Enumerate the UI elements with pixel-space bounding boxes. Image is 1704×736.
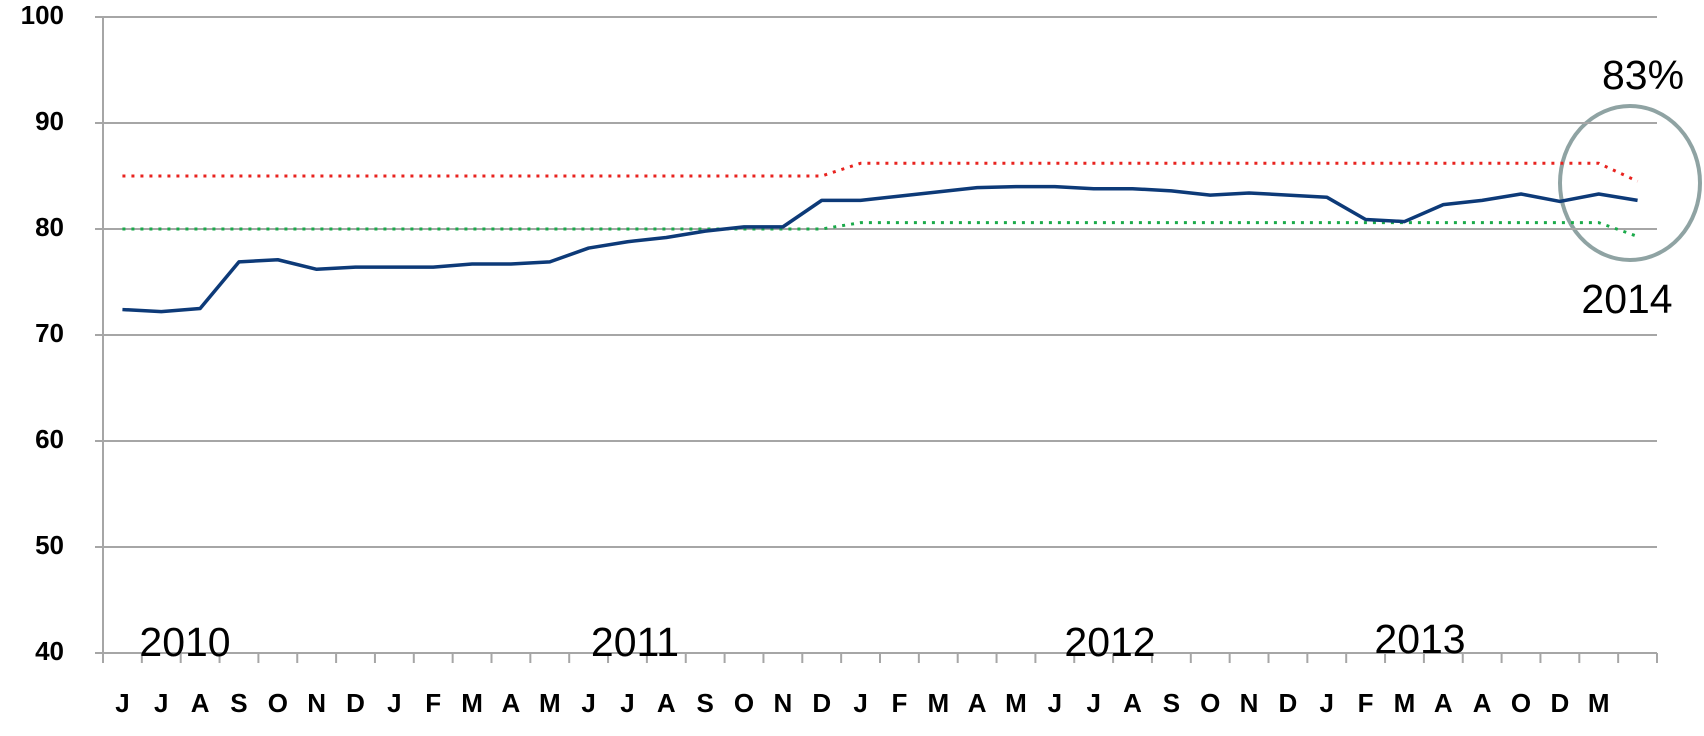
series-line	[122, 161, 1639, 183]
x-tick-label: O	[734, 688, 754, 718]
x-tick-label: N	[307, 688, 326, 718]
x-tick-label: D	[812, 688, 831, 718]
x-tick-label: N	[773, 688, 792, 718]
x-tick-label: A	[1434, 688, 1453, 718]
x-tick-label: A	[502, 688, 521, 718]
x-tick-label: A	[191, 688, 210, 718]
x-tick-label: M	[1394, 688, 1416, 718]
x-tick-label: D	[1279, 688, 1298, 718]
x-tick-label: O	[268, 688, 288, 718]
annotation: 2010	[139, 619, 230, 665]
x-tick-label: M	[927, 688, 949, 718]
y-tick-label: 60	[35, 424, 64, 454]
x-tick-label: F	[1358, 688, 1374, 718]
annotation: 83%	[1602, 52, 1684, 98]
y-tick-label: 50	[35, 530, 64, 560]
x-tick-label: D	[346, 688, 365, 718]
highlight-circle	[1558, 104, 1702, 262]
y-tick-label: 70	[35, 318, 64, 348]
x-tick-label: S	[697, 688, 714, 718]
x-tick-label: J	[581, 688, 595, 718]
series-line	[122, 221, 1639, 238]
x-tick-label: J	[853, 688, 867, 718]
x-tick-label: J	[1320, 688, 1334, 718]
x-tick-label: O	[1511, 688, 1531, 718]
x-tick-label: S	[1163, 688, 1180, 718]
x-tick-label: J	[387, 688, 401, 718]
x-tick-label: A	[968, 688, 987, 718]
y-tick-label: 100	[21, 0, 64, 30]
y-tick-label: 80	[35, 212, 64, 242]
x-tick-label: M	[1588, 688, 1610, 718]
x-tick-label: M	[461, 688, 483, 718]
x-tick-label: S	[230, 688, 247, 718]
x-tick-label: F	[891, 688, 907, 718]
x-tick-label: D	[1550, 688, 1569, 718]
x-tick-label: J	[154, 688, 168, 718]
x-tick-label: A	[1473, 688, 1492, 718]
y-tick-label: 90	[35, 106, 64, 136]
x-tick-label: J	[1048, 688, 1062, 718]
x-tick-label: M	[1005, 688, 1027, 718]
x-tick-label: A	[657, 688, 676, 718]
x-tick-label: A	[1123, 688, 1142, 718]
series-line	[122, 184, 1638, 314]
annotation: 2012	[1064, 619, 1155, 665]
x-tick-label: N	[1240, 688, 1259, 718]
annotation: 2011	[591, 619, 679, 665]
annotation: 2013	[1374, 616, 1465, 662]
x-tick-label: F	[425, 688, 441, 718]
x-tick-label: J	[620, 688, 634, 718]
x-tick-label: M	[539, 688, 561, 718]
annotation: 2014	[1581, 276, 1672, 322]
x-tick-label: O	[1200, 688, 1220, 718]
x-tick-label: J	[115, 688, 129, 718]
y-tick-label: 40	[35, 636, 64, 666]
x-tick-label: J	[1086, 688, 1100, 718]
